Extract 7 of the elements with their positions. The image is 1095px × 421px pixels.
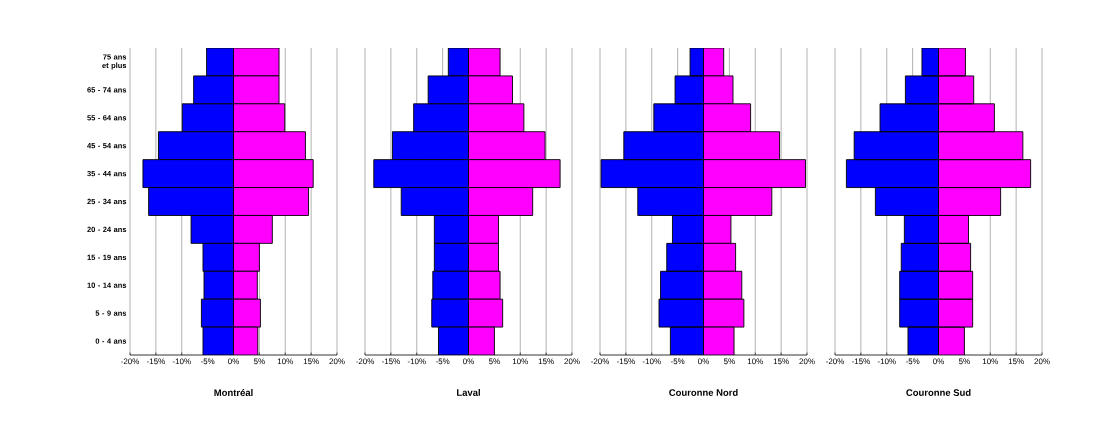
x-axis-title: Couronne Sud — [906, 389, 971, 396]
bar — [938, 326, 965, 355]
x-axis-title: Laval — [457, 389, 480, 396]
x-axis-title: Couronne Nord — [669, 389, 738, 396]
bar — [669, 326, 704, 355]
x-axis-title: Montréal — [214, 389, 253, 397]
bar — [938, 48, 966, 77]
